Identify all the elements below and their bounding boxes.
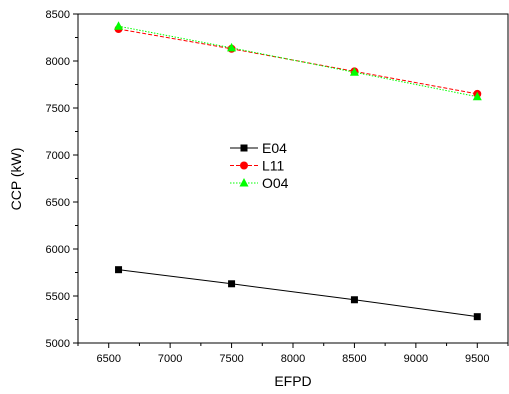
series-layer xyxy=(114,21,482,321)
legend-marker-o04 xyxy=(239,178,249,187)
legend-marker-l11 xyxy=(240,161,248,170)
x-tick-label: 8500 xyxy=(342,353,366,365)
y-tick-label: 6000 xyxy=(46,244,70,256)
data-point-o04 xyxy=(472,91,482,101)
data-point-o04 xyxy=(349,67,359,76)
y-tick-label: 8000 xyxy=(46,56,70,68)
y-tick-label: 8500 xyxy=(46,9,70,21)
data-point-e04 xyxy=(473,313,481,321)
x-axis-title: EFPD xyxy=(274,373,311,389)
series-line-l11 xyxy=(118,28,478,95)
data-point-e04 xyxy=(228,280,236,288)
series-o04 xyxy=(114,21,482,101)
y-tick-label: 7000 xyxy=(46,150,70,162)
data-point-e04 xyxy=(350,296,358,304)
x-tick-label: 8000 xyxy=(281,353,305,365)
legend-marker-e04 xyxy=(240,144,248,152)
x-tick-label: 7500 xyxy=(219,353,243,365)
data-point-e04 xyxy=(115,266,123,274)
x-tick-label: 9000 xyxy=(404,353,428,365)
y-tick-label: 7500 xyxy=(46,103,70,115)
x-tick-label: 6500 xyxy=(96,353,120,365)
y-tick-label: 5000 xyxy=(46,338,70,350)
series-e04 xyxy=(115,266,481,321)
legend-label-l11: L11 xyxy=(262,158,285,174)
y-axis-title: CCP (kW) xyxy=(8,148,24,211)
y-tick-label: 6500 xyxy=(46,197,70,209)
data-point-o04 xyxy=(114,21,124,30)
ticks-layer: 6500 7000 7500 8000 8500 9000 9500 5000 5500 6000… xyxy=(46,9,509,365)
legend-label-o04: O04 xyxy=(262,175,289,191)
legend-label-e04: E04 xyxy=(262,140,287,156)
series-line-e04 xyxy=(118,269,478,318)
y-tick-label: 5500 xyxy=(46,291,70,303)
plot-frame xyxy=(77,13,509,344)
series-line-o04 xyxy=(118,25,478,98)
data-point-o04 xyxy=(227,42,237,52)
x-tick-label: 7000 xyxy=(158,353,182,365)
x-tick-label: 9500 xyxy=(465,353,489,365)
